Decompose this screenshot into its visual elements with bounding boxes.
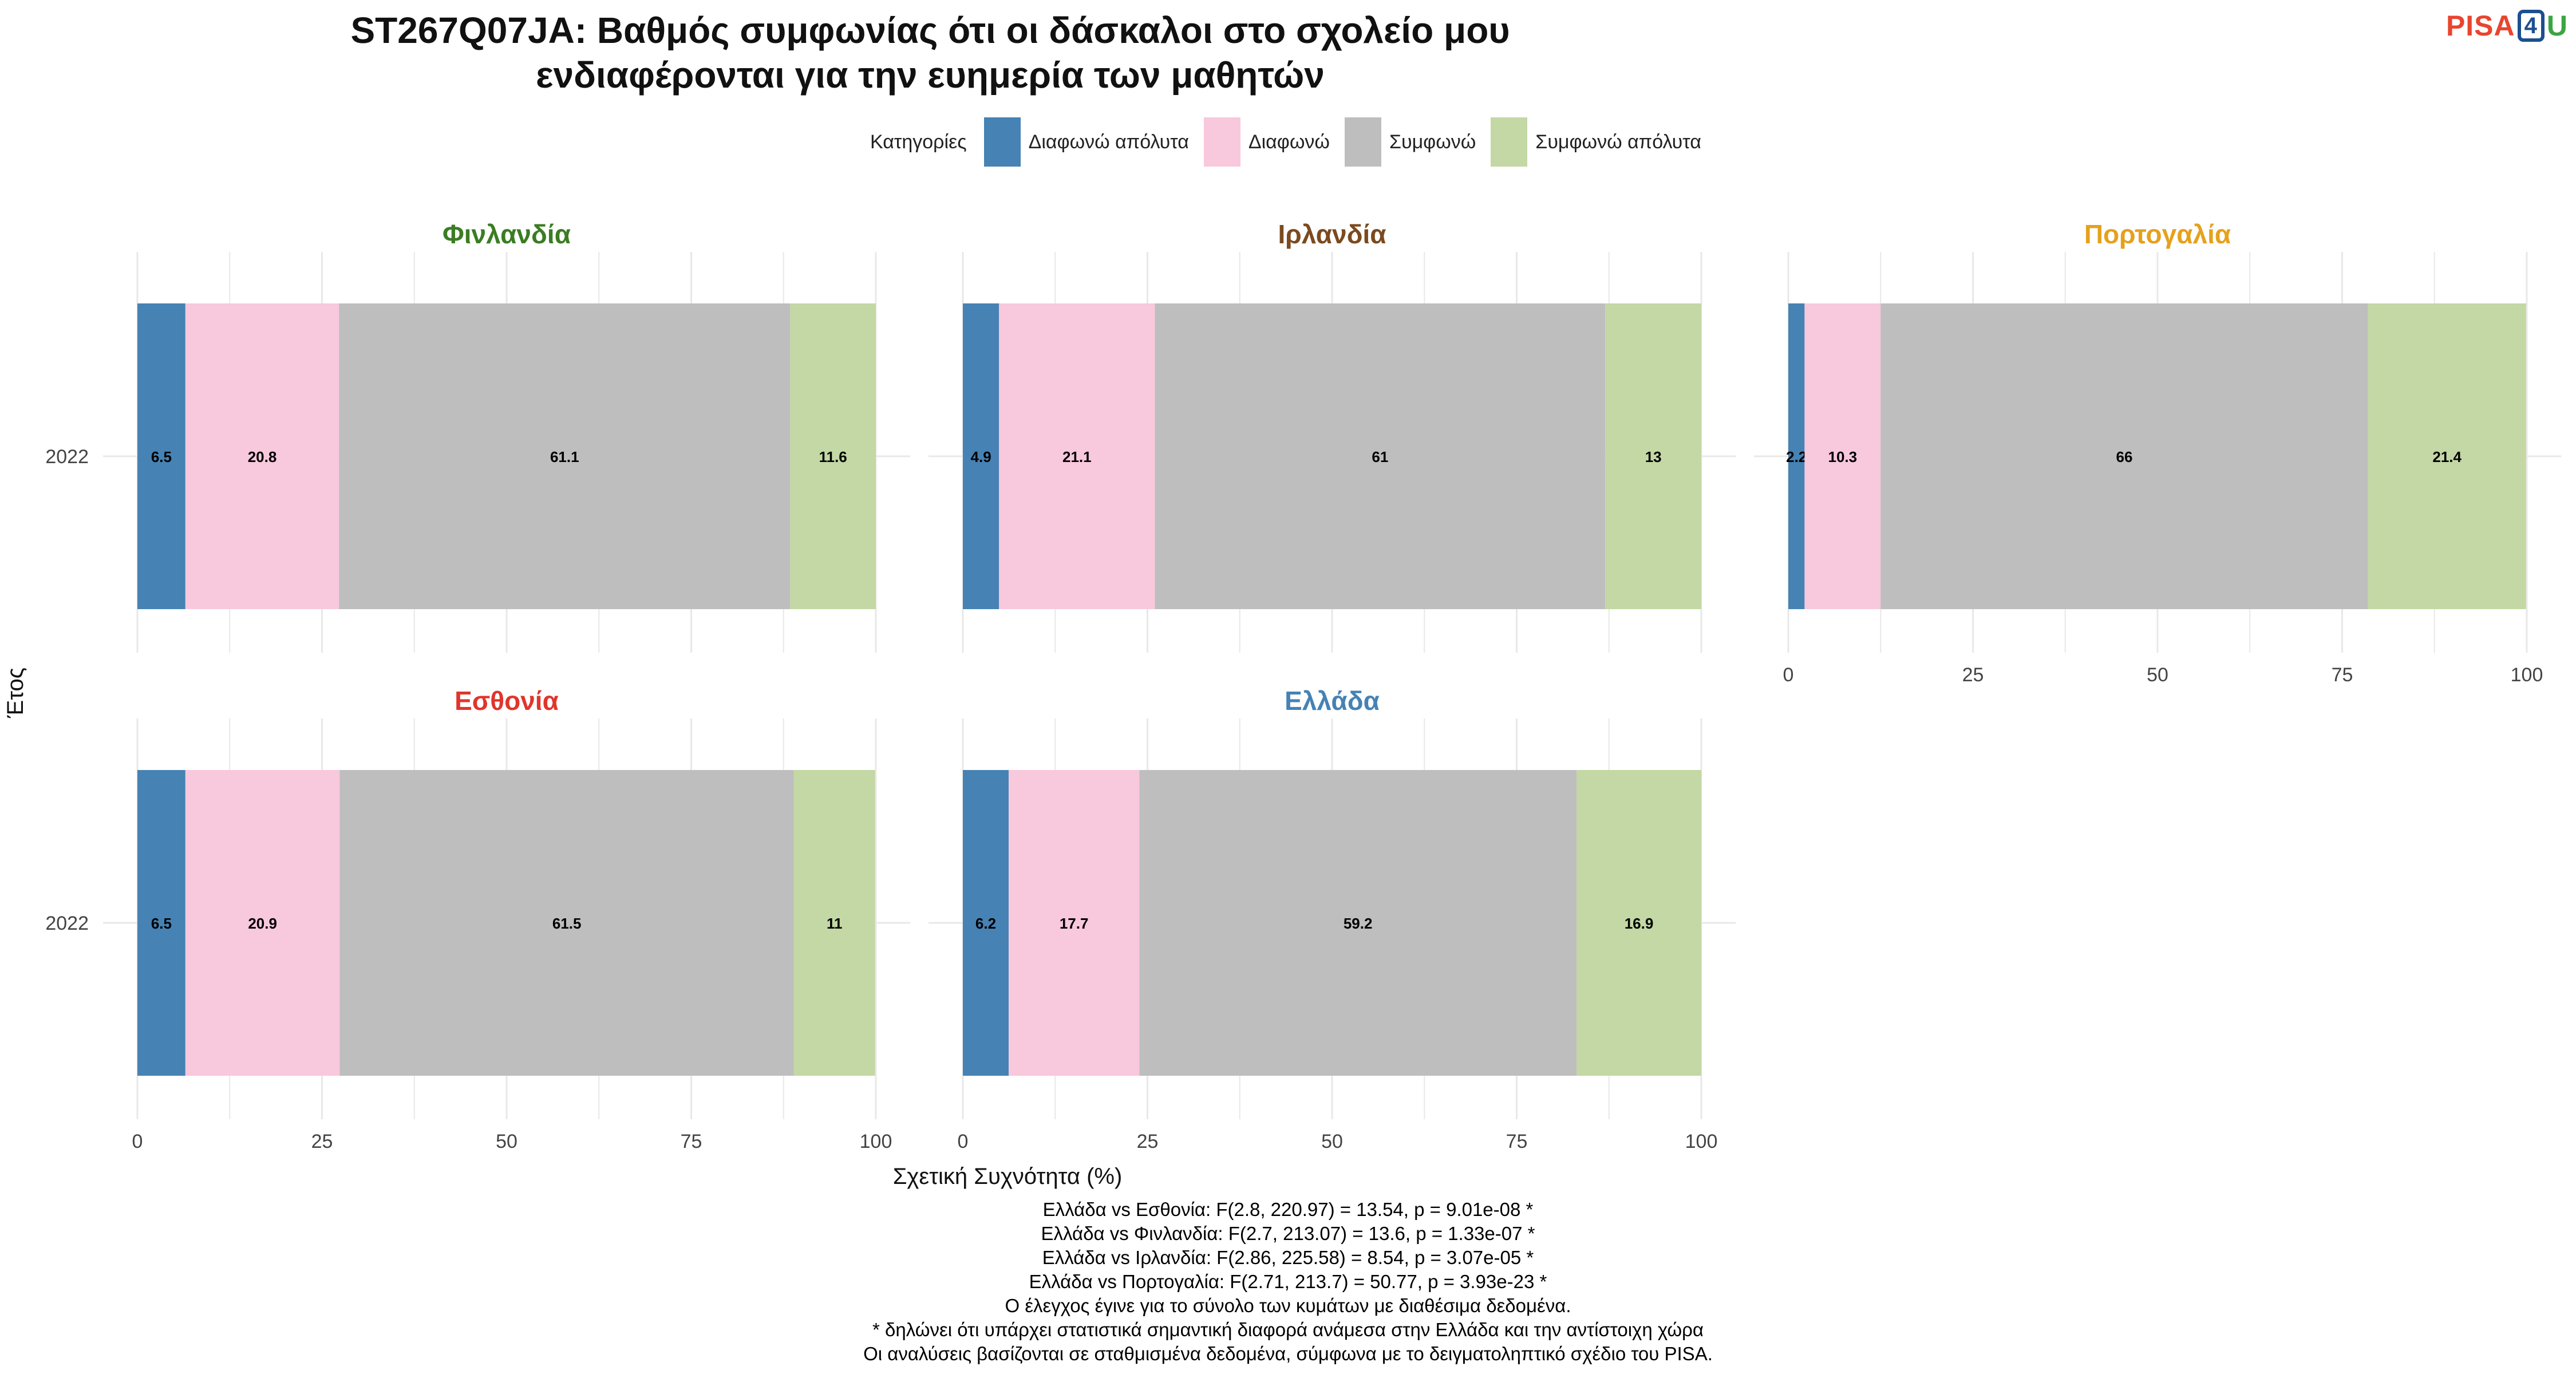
panel-title: Πορτογαλία bbox=[2084, 219, 2231, 249]
data-label: 59.2 bbox=[1344, 915, 1373, 932]
legend-title: Κατηγορίες bbox=[870, 131, 967, 153]
data-label: 21.4 bbox=[2432, 448, 2462, 465]
bar-segment bbox=[185, 770, 340, 1076]
legend-item: Διαφωνώ bbox=[1203, 117, 1330, 167]
y-tick-label: 2022 bbox=[45, 913, 89, 934]
footnotes: Ελλάδα vs Εσθονία: F(2.8, 220.97) = 13.5… bbox=[0, 1198, 2576, 1366]
x-tick-label: 0 bbox=[958, 1131, 969, 1152]
x-tick-label: 50 bbox=[496, 1131, 517, 1152]
x-tick-label: 0 bbox=[1783, 664, 1794, 686]
footnote: Ελλάδα vs Φινλανδία: F(2.7, 213.07) = 13… bbox=[1041, 1223, 1535, 1244]
x-tick-label: 100 bbox=[1685, 1131, 1718, 1152]
faceted-bar-chart: Έτος Σχετική Συχνότητα (%) Φινλανδία 6.5 2… bbox=[3, 219, 2561, 1189]
legend-item: Διαφωνώ απόλυτα bbox=[983, 117, 1189, 167]
y-tick-label: 2022 bbox=[45, 446, 89, 468]
bar-segment bbox=[1008, 770, 1140, 1076]
bar-segment bbox=[793, 770, 875, 1076]
legend-item: Συμφωνώ bbox=[1344, 117, 1476, 167]
bar-segment bbox=[137, 303, 185, 609]
legend-swatch bbox=[983, 117, 1021, 167]
bar-segment bbox=[339, 770, 794, 1076]
facet-panel: Πορτογαλία 2.2 10.3 66 21.4 0 25 50 75 100 bbox=[1754, 219, 2561, 686]
footnote: Οι αναλύσεις βασίζονται σε σταθμισμένα δ… bbox=[863, 1343, 1713, 1364]
bar-segment bbox=[1788, 303, 1805, 609]
bar-segment bbox=[1155, 303, 1606, 609]
data-label: 2.2 bbox=[1786, 448, 1807, 465]
chart-title-line-2: ενδιαφέρονται για την ευημερία των μαθητ… bbox=[536, 54, 1325, 96]
legend-swatch bbox=[1203, 117, 1240, 167]
data-label: 21.1 bbox=[1062, 448, 1092, 465]
legend-label: Διαφωνώ απόλυτα bbox=[1028, 131, 1189, 153]
x-tick-label: 75 bbox=[1506, 1131, 1528, 1152]
logo-u-text: U bbox=[2546, 10, 2568, 42]
bar-segment bbox=[185, 303, 339, 609]
x-tick-label: 100 bbox=[860, 1131, 892, 1152]
bar-segment bbox=[1605, 303, 1701, 609]
legend-item: Συμφωνώ απόλυτα bbox=[1491, 117, 1701, 167]
facet-panel: Φινλανδία 6.5 20.8 61.1 11.6 2022 bbox=[45, 219, 910, 653]
footnote: * δηλώνει ότι υπάρχει στατιστικά σημαντι… bbox=[872, 1319, 1704, 1340]
data-label: 4.9 bbox=[971, 448, 991, 465]
legend-label: Συμφωνώ απόλυτα bbox=[1535, 131, 1701, 153]
data-label: 6.2 bbox=[975, 915, 996, 932]
bar-segment bbox=[963, 303, 999, 609]
data-label: 61.5 bbox=[552, 915, 582, 932]
data-label: 11 bbox=[827, 915, 843, 932]
logo-pisa-text: PISA bbox=[2445, 10, 2515, 42]
legend: Κατηγορίες Διαφωνώ απόλυτα Διαφωνώ Συμφω… bbox=[870, 117, 1716, 167]
legend-swatch bbox=[1344, 117, 1381, 167]
logo-four-badge: 4 bbox=[2517, 10, 2545, 42]
legend-label: Συμφωνώ bbox=[1389, 131, 1476, 153]
bar-segment bbox=[963, 770, 1009, 1076]
data-label: 20.9 bbox=[248, 915, 277, 932]
data-label: 61.1 bbox=[550, 448, 579, 465]
data-label: 61 bbox=[1372, 448, 1388, 465]
data-label: 6.5 bbox=[151, 448, 172, 465]
bar-segment bbox=[999, 303, 1155, 609]
bar-segment bbox=[2368, 303, 2526, 609]
data-label: 6.5 bbox=[151, 915, 172, 932]
panel-title: Ιρλανδία bbox=[1278, 219, 1386, 249]
footnote: Ελλάδα vs Ιρλανδία: F(2.86, 225.58) = 8.… bbox=[1042, 1247, 1534, 1268]
x-tick-label: 0 bbox=[132, 1131, 143, 1152]
panel-title: Φινλανδία bbox=[442, 219, 571, 249]
data-label: 20.8 bbox=[248, 448, 277, 465]
x-axis-title: Σχετική Συχνότητα (%) bbox=[893, 1164, 1123, 1189]
y-axis-title: Έτος bbox=[3, 668, 28, 718]
facet-panel: Ελλάδα 6.2 17.7 59.2 16.9 0 25 50 75 100 bbox=[929, 686, 1736, 1152]
data-label: 16.9 bbox=[1625, 915, 1654, 932]
data-label: 66 bbox=[2116, 448, 2132, 465]
x-tick-label: 25 bbox=[1137, 1131, 1159, 1152]
bar-segment bbox=[339, 303, 791, 609]
legend-label: Διαφωνώ bbox=[1248, 131, 1330, 153]
x-tick-label: 75 bbox=[681, 1131, 702, 1152]
bar-segment bbox=[1139, 770, 1577, 1076]
chart-title-line-1: ST267Q07JA: Βαθμός συμφωνίας ότι οι δάσκ… bbox=[350, 10, 1510, 51]
footnote: Ο έλεγχος έγινε για το σύνολο των κυμάτω… bbox=[1005, 1295, 1571, 1316]
bar-segment bbox=[1576, 770, 1701, 1076]
x-tick-label: 75 bbox=[2332, 664, 2353, 686]
panel-title: Ελλάδα bbox=[1285, 686, 1380, 716]
bar-segment bbox=[790, 303, 876, 609]
legend-swatch bbox=[1491, 117, 1528, 167]
footnote: Ελλάδα vs Πορτογαλία: F(2.71, 213.7) = 5… bbox=[1029, 1271, 1547, 1292]
x-tick-label: 50 bbox=[2147, 664, 2168, 686]
panel-title: Εσθονία bbox=[455, 686, 559, 716]
data-label: 17.7 bbox=[1060, 915, 1089, 932]
x-tick-label: 25 bbox=[1962, 664, 1984, 686]
facet-panel: Ιρλανδία 4.9 21.1 61 13 bbox=[929, 219, 1736, 653]
x-tick-label: 25 bbox=[311, 1131, 333, 1152]
bar-segment bbox=[137, 770, 185, 1076]
footnote: Ελλάδα vs Εσθονία: F(2.8, 220.97) = 13.5… bbox=[1042, 1199, 1534, 1220]
facet-panel: Εσθονία 6.5 20.9 61.5 11 2022 0 25 50 75 100 bbox=[45, 686, 910, 1152]
bar-segment bbox=[1880, 303, 2368, 609]
data-label: 11.6 bbox=[819, 448, 847, 465]
pisa4u-logo: PISA 4 U bbox=[2446, 9, 2568, 42]
data-label: 10.3 bbox=[1828, 448, 1858, 465]
x-tick-label: 50 bbox=[1321, 1131, 1343, 1152]
bar-segment bbox=[1804, 303, 1881, 609]
x-tick-label: 100 bbox=[2511, 664, 2543, 686]
data-label: 13 bbox=[1645, 448, 1662, 465]
